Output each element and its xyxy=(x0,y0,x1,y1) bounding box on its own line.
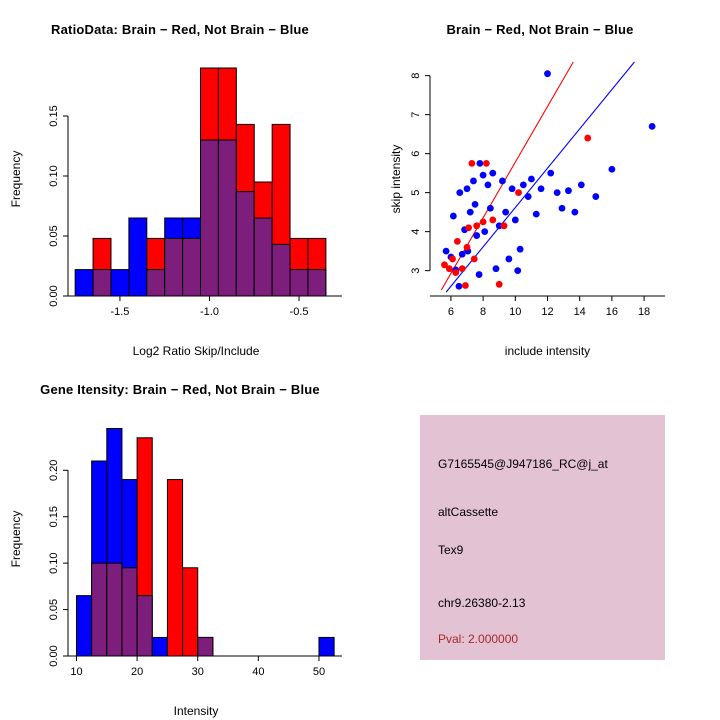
ratio-histogram-plot: -1.5 -1.0 -0.5 0.00 0.05 0.10 0.15 xyxy=(48,67,342,318)
svg-text:20: 20 xyxy=(131,666,143,678)
svg-text:5: 5 xyxy=(410,190,422,196)
gene-intensity-histogram-ylabel: Frequency xyxy=(9,510,23,568)
svg-text:16: 16 xyxy=(606,306,618,318)
svg-text:10: 10 xyxy=(509,306,521,318)
svg-text:0.05: 0.05 xyxy=(48,599,60,620)
svg-text:0.00: 0.00 xyxy=(48,285,60,306)
ratio-histogram-xlabel: Log2 Ratio Skip/Include xyxy=(132,344,260,358)
svg-text:0.00: 0.00 xyxy=(48,645,60,666)
panel-gene-intensity-histogram: 10 20 30 40 50 0.00 0.05 0.10 0.15 0.20 Gene Iten… xyxy=(0,360,360,720)
svg-text:6: 6 xyxy=(410,151,422,157)
ratio-histogram-title: RatioData: Brain − Red, Not Brain − Blue xyxy=(51,22,309,37)
intensity-scatter-ylabel: skip intensity xyxy=(389,144,403,214)
svg-text:14: 14 xyxy=(574,306,586,318)
locus-text: chr9.26380-2.13 xyxy=(438,596,526,610)
svg-text:0.20: 0.20 xyxy=(48,460,60,481)
svg-text:3: 3 xyxy=(410,268,422,274)
svg-text:8: 8 xyxy=(480,306,486,318)
gene-info-box: G7165545@J947186_RC@j_at altCassette Tex… xyxy=(420,415,665,660)
gene-intensity-histogram-xlabel: Intensity xyxy=(173,704,219,718)
intensity-scatter-plot: 6 8 10 12 14 16 18 3 4 5 6 7 8 xyxy=(410,61,665,318)
svg-text:7: 7 xyxy=(410,112,422,118)
svg-text:0.10: 0.10 xyxy=(48,165,60,186)
svg-text:6: 6 xyxy=(448,306,454,318)
svg-text:30: 30 xyxy=(192,666,204,678)
svg-text:-1.5: -1.5 xyxy=(110,306,129,318)
intensity-scatter-title: Brain − Red, Not Brain − Blue xyxy=(446,22,634,37)
gene-name-text: Tex9 xyxy=(438,543,464,557)
svg-text:0.10: 0.10 xyxy=(48,552,60,573)
svg-text:0.15: 0.15 xyxy=(48,105,60,126)
svg-text:0.05: 0.05 xyxy=(48,225,60,246)
svg-text:8: 8 xyxy=(410,73,422,79)
panel-gene-info: G7165545@J947186_RC@j_at altCassette Tex… xyxy=(360,360,720,720)
svg-text:50: 50 xyxy=(313,666,325,678)
intensity-scatter-xlabel: include intensity xyxy=(504,344,591,358)
svg-text:10: 10 xyxy=(70,666,82,678)
probe-id-text: G7165545@J947186_RC@j_at xyxy=(438,457,608,471)
svg-text:4: 4 xyxy=(410,229,422,235)
panel-intensity-scatter: 6 8 10 12 14 16 18 3 4 5 6 7 8 Brain − Red, Not Brai… xyxy=(360,0,720,360)
svg-text:18: 18 xyxy=(638,306,650,318)
pval-text: Pval: 2.000000 xyxy=(438,632,519,646)
svg-text:-0.5: -0.5 xyxy=(290,306,309,318)
svg-text:-1.0: -1.0 xyxy=(200,306,219,318)
gene-intensity-histogram-title: Gene Itensity: Brain − Red, Not Brain − … xyxy=(40,382,320,397)
panel-ratio-histogram: -1.5 -1.0 -0.5 0.00 0.05 0.10 0.15 RatioData: … xyxy=(0,0,360,360)
svg-text:40: 40 xyxy=(252,666,264,678)
gene-intensity-histogram-plot: 10 20 30 40 50 0.00 0.05 0.10 0.15 0.20 xyxy=(48,428,342,678)
event-type-text: altCassette xyxy=(438,505,499,519)
svg-text:0.15: 0.15 xyxy=(48,506,60,527)
ratio-histogram-ylabel: Frequency xyxy=(9,150,23,208)
svg-text:12: 12 xyxy=(541,306,553,318)
